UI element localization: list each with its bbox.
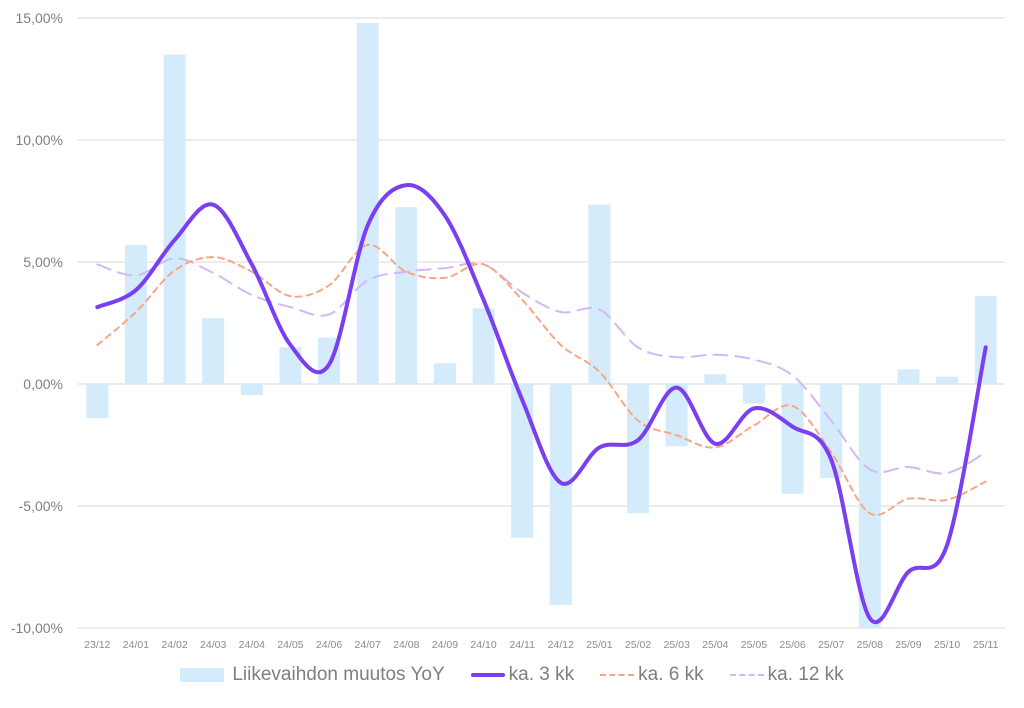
- x-tick-label: 25/09: [895, 639, 921, 651]
- bar: [395, 207, 418, 384]
- x-tick-label: 24/10: [470, 639, 496, 651]
- x-tick-label: 25/08: [857, 639, 883, 651]
- x-tick-label: 24/06: [316, 639, 342, 651]
- legend-label: ka. 6 kk: [638, 664, 704, 685]
- legend-item-3kk: ka. 3 kk: [470, 664, 575, 686]
- bar: [627, 384, 650, 514]
- bar: [897, 369, 920, 384]
- legend-label: ka. 3 kk: [508, 664, 575, 685]
- bar: [704, 374, 727, 384]
- x-tick-label: 24/03: [200, 639, 226, 651]
- legend-label: Liikevaihdon muutos YoY: [232, 664, 445, 685]
- y-tick-label: 5,00%: [23, 254, 63, 270]
- y-tick-label: 15,00%: [16, 10, 63, 26]
- x-tick-label: 24/02: [161, 639, 187, 651]
- bar: [356, 22, 379, 384]
- chart: -10,00% -5,00% 0,00% 5,00% 10,00% 15,00% 23/1…: [11, 10, 1005, 651]
- x-tick-label: 25/03: [664, 639, 690, 651]
- legend-item-12kk: ka. 12 kk: [729, 664, 844, 686]
- y-tick-label: -5,00%: [19, 498, 63, 514]
- y-tick-label: 10,00%: [16, 132, 63, 148]
- x-tick-label: 25/01: [586, 639, 612, 651]
- series-line-ka-12-kk: [96, 257, 987, 475]
- bars: [86, 22, 997, 628]
- bar: [588, 204, 611, 384]
- legend-swatch-3kk: [470, 673, 505, 677]
- series-line-ka-6-kk: [96, 243, 987, 516]
- bar: [820, 384, 843, 478]
- series-line-ka-3-kk: [95, 183, 988, 624]
- bar: [472, 308, 495, 384]
- x-tick-label: 24/11: [509, 639, 535, 651]
- bar: [202, 318, 225, 384]
- legend-label: ka. 12 kk: [767, 664, 844, 685]
- bar: [240, 384, 263, 395]
- y-tick-label: -10,00%: [11, 620, 63, 636]
- bar: [936, 376, 959, 384]
- x-tick-label: 24/09: [432, 639, 458, 651]
- x-tick-label: 24/12: [548, 639, 574, 651]
- x-tick-label: 23/12: [84, 639, 110, 651]
- x-tick-label: 25/10: [934, 639, 960, 651]
- bar: [858, 384, 881, 628]
- bar: [433, 363, 456, 384]
- legend-swatch-12kk: [729, 674, 764, 676]
- bar: [665, 384, 688, 447]
- x-axis-ticks: 23/12 24/01 24/02 24/03 24/04 24/05 24/06 24/07…: [84, 639, 998, 651]
- bar: [279, 347, 302, 384]
- y-axis-ticks: -10,00% -5,00% 0,00% 5,00% 10,00% 15,00%: [11, 10, 63, 636]
- x-tick-label: 25/06: [779, 639, 805, 651]
- x-tick-label: 24/05: [277, 639, 303, 651]
- x-tick-label: 25/11: [973, 639, 999, 651]
- x-tick-label: 24/01: [123, 639, 149, 651]
- bar: [163, 54, 186, 384]
- bar: [549, 384, 572, 605]
- legend: Liikevaihdon muutos YoY ka. 3 kk ka. 6 k…: [0, 664, 1024, 686]
- bar: [86, 384, 109, 419]
- legend-swatch-bar: [180, 668, 225, 682]
- x-tick-label: 24/08: [393, 639, 419, 651]
- lines: [95, 183, 988, 624]
- bar: [124, 244, 147, 384]
- y-tick-label: 0,00%: [23, 376, 63, 392]
- bar: [511, 384, 534, 538]
- x-tick-label: 25/04: [702, 639, 728, 651]
- legend-item-bar: Liikevaihdon muutos YoY: [180, 664, 445, 686]
- x-tick-label: 24/07: [355, 639, 381, 651]
- x-tick-label: 25/07: [818, 639, 844, 651]
- x-tick-label: 25/05: [741, 639, 767, 651]
- bar: [974, 296, 997, 384]
- x-tick-label: 24/04: [239, 639, 265, 651]
- legend-swatch-6kk: [600, 674, 635, 676]
- x-tick-label: 25/02: [625, 639, 651, 651]
- bar: [742, 384, 765, 404]
- legend-item-6kk: ka. 6 kk: [600, 664, 704, 686]
- bar: [781, 384, 804, 494]
